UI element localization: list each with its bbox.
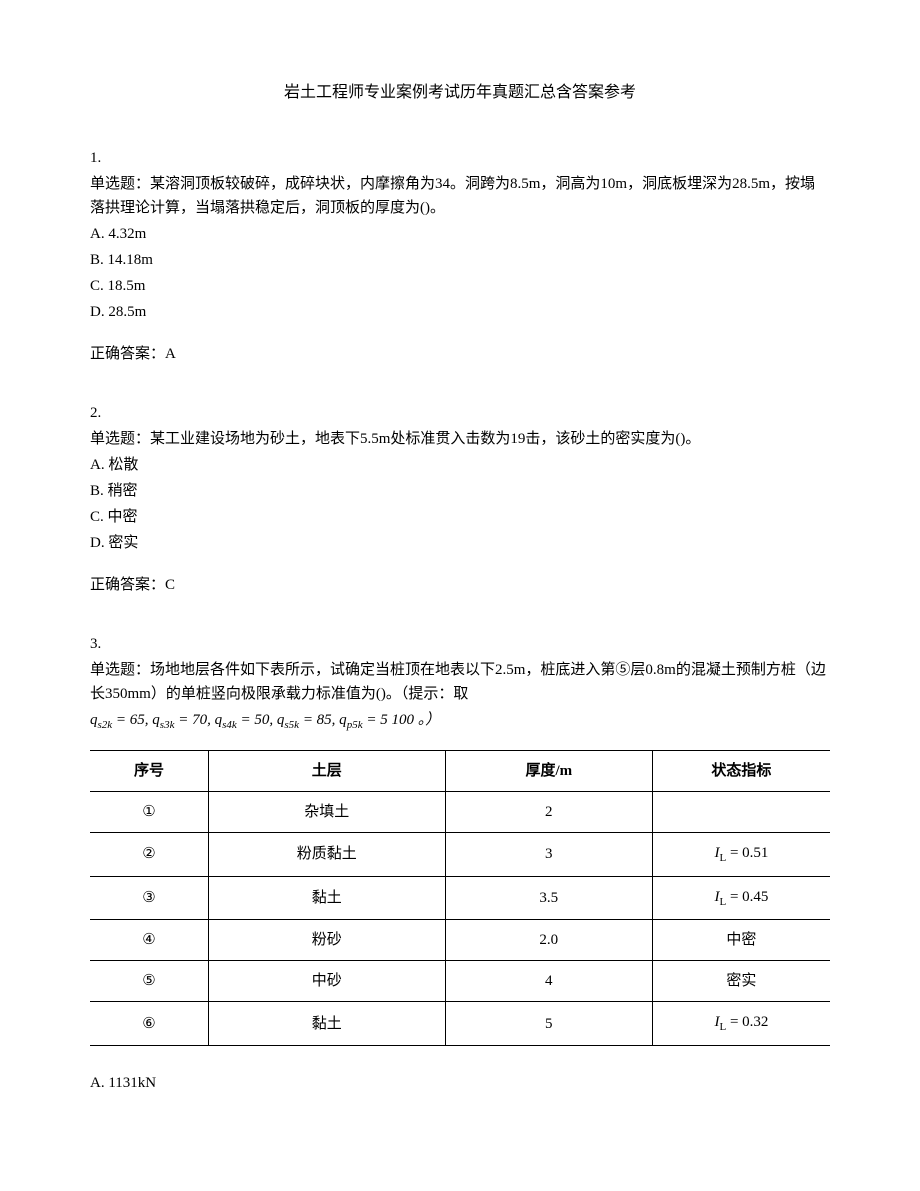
table-row: ①杂填土2 <box>90 792 830 833</box>
question-prompt: 单选题：场地地层各件如下表所示，试确定当桩顶在地表以下2.5m，桩底进入第⑤层0… <box>90 658 830 706</box>
question-2: 2. 单选题：某工业建设场地为砂土，地表下5.5m处标准贯入击数为19击，该砂土… <box>90 401 830 597</box>
answer-line: 正确答案：A <box>90 342 830 366</box>
cell-soil: 中砂 <box>208 961 445 1002</box>
cell-soil: 粉砂 <box>208 920 445 961</box>
question-prompt: 单选题：某工业建设场地为砂土，地表下5.5m处标准贯入击数为19击，该砂土的密实… <box>90 427 830 451</box>
cell-seq: ⑥ <box>90 1002 208 1046</box>
answer-label: 正确答案： <box>90 577 165 593</box>
cell-soil: 黏土 <box>208 1002 445 1046</box>
table-row: ⑤中砂4密实 <box>90 961 830 1002</box>
cell-thickness: 3 <box>445 833 652 877</box>
question-number: 2. <box>90 401 830 425</box>
cell-thickness: 4 <box>445 961 652 1002</box>
cell-seq: ④ <box>90 920 208 961</box>
col-header-seq: 序号 <box>90 751 208 792</box>
question-number: 3. <box>90 632 830 656</box>
prompt-label: 单选题： <box>90 431 150 447</box>
question-1: 1. 单选题：某溶洞顶板较破碎，成碎块状，内摩擦角为34。洞跨为8.5m，洞高为… <box>90 146 830 366</box>
option-c: C. 中密 <box>90 505 830 529</box>
option-a: A. 松散 <box>90 453 830 477</box>
cell-state: IL = 0.32 <box>652 1002 830 1046</box>
col-header-thickness: 厚度/m <box>445 751 652 792</box>
cell-seq: ③ <box>90 876 208 920</box>
table-row: ③黏土3.5IL = 0.45 <box>90 876 830 920</box>
cell-soil: 粉质黏土 <box>208 833 445 877</box>
page-title: 岩土工程师专业案例考试历年真题汇总含答案参考 <box>90 80 830 106</box>
soil-layer-table: 序号 土层 厚度/m 状态指标 ①杂填土2②粉质黏土3IL = 0.51③黏土3… <box>90 750 830 1046</box>
cell-seq: ⑤ <box>90 961 208 1002</box>
soil-table-wrapper: 序号 土层 厚度/m 状态指标 ①杂填土2②粉质黏土3IL = 0.51③黏土3… <box>90 742 830 1071</box>
prompt-text: 某溶洞顶板较破碎，成碎块状，内摩擦角为34。洞跨为8.5m，洞高为10m，洞底板… <box>90 176 815 216</box>
cell-state: IL = 0.45 <box>652 876 830 920</box>
table-row: ⑥黏土5IL = 0.32 <box>90 1002 830 1046</box>
prompt-text: 场地地层各件如下表所示，试确定当桩顶在地表以下2.5m，桩底进入第⑤层0.8m的… <box>90 662 826 702</box>
cell-thickness: 5 <box>445 1002 652 1046</box>
cell-soil: 杂填土 <box>208 792 445 833</box>
prompt-text: 某工业建设场地为砂土，地表下5.5m处标准贯入击数为19击，该砂土的密实度为()… <box>150 431 700 447</box>
table-row: ④粉砂2.0中密 <box>90 920 830 961</box>
cell-seq: ① <box>90 792 208 833</box>
cell-state: 密实 <box>652 961 830 1002</box>
answer-label: 正确答案： <box>90 346 165 362</box>
table-header-row: 序号 土层 厚度/m 状态指标 <box>90 751 830 792</box>
cell-seq: ② <box>90 833 208 877</box>
answer-value: A <box>165 346 176 362</box>
option-c: C. 18.5m <box>90 274 830 298</box>
answer-line: 正确答案：C <box>90 573 830 597</box>
option-b: B. 稍密 <box>90 479 830 503</box>
question-number: 1. <box>90 146 830 170</box>
cell-state: IL = 0.51 <box>652 833 830 877</box>
option-d: D. 密实 <box>90 531 830 555</box>
prompt-label: 单选题： <box>90 176 150 192</box>
question-prompt: 单选题：某溶洞顶板较破碎，成碎块状，内摩擦角为34。洞跨为8.5m，洞高为10m… <box>90 172 830 220</box>
prompt-label: 单选题： <box>90 662 150 678</box>
answer-value: C <box>165 577 175 593</box>
col-header-state: 状态指标 <box>652 751 830 792</box>
cell-state: 中密 <box>652 920 830 961</box>
option-a: A. 4.32m <box>90 222 830 246</box>
cell-thickness: 2 <box>445 792 652 833</box>
option-d: D. 28.5m <box>90 300 830 324</box>
option-b: B. 14.18m <box>90 248 830 272</box>
cell-soil: 黏土 <box>208 876 445 920</box>
formula-text: qs2k = 65, qs3k = 70, qs4k = 50, qs5k = … <box>90 708 830 735</box>
cell-thickness: 2.0 <box>445 920 652 961</box>
cell-state <box>652 792 830 833</box>
col-header-soil: 土层 <box>208 751 445 792</box>
cell-thickness: 3.5 <box>445 876 652 920</box>
question-3: 3. 单选题：场地地层各件如下表所示，试确定当桩顶在地表以下2.5m，桩底进入第… <box>90 632 830 1095</box>
option-a: A. 1131kN <box>90 1071 830 1095</box>
table-row: ②粉质黏土3IL = 0.51 <box>90 833 830 877</box>
